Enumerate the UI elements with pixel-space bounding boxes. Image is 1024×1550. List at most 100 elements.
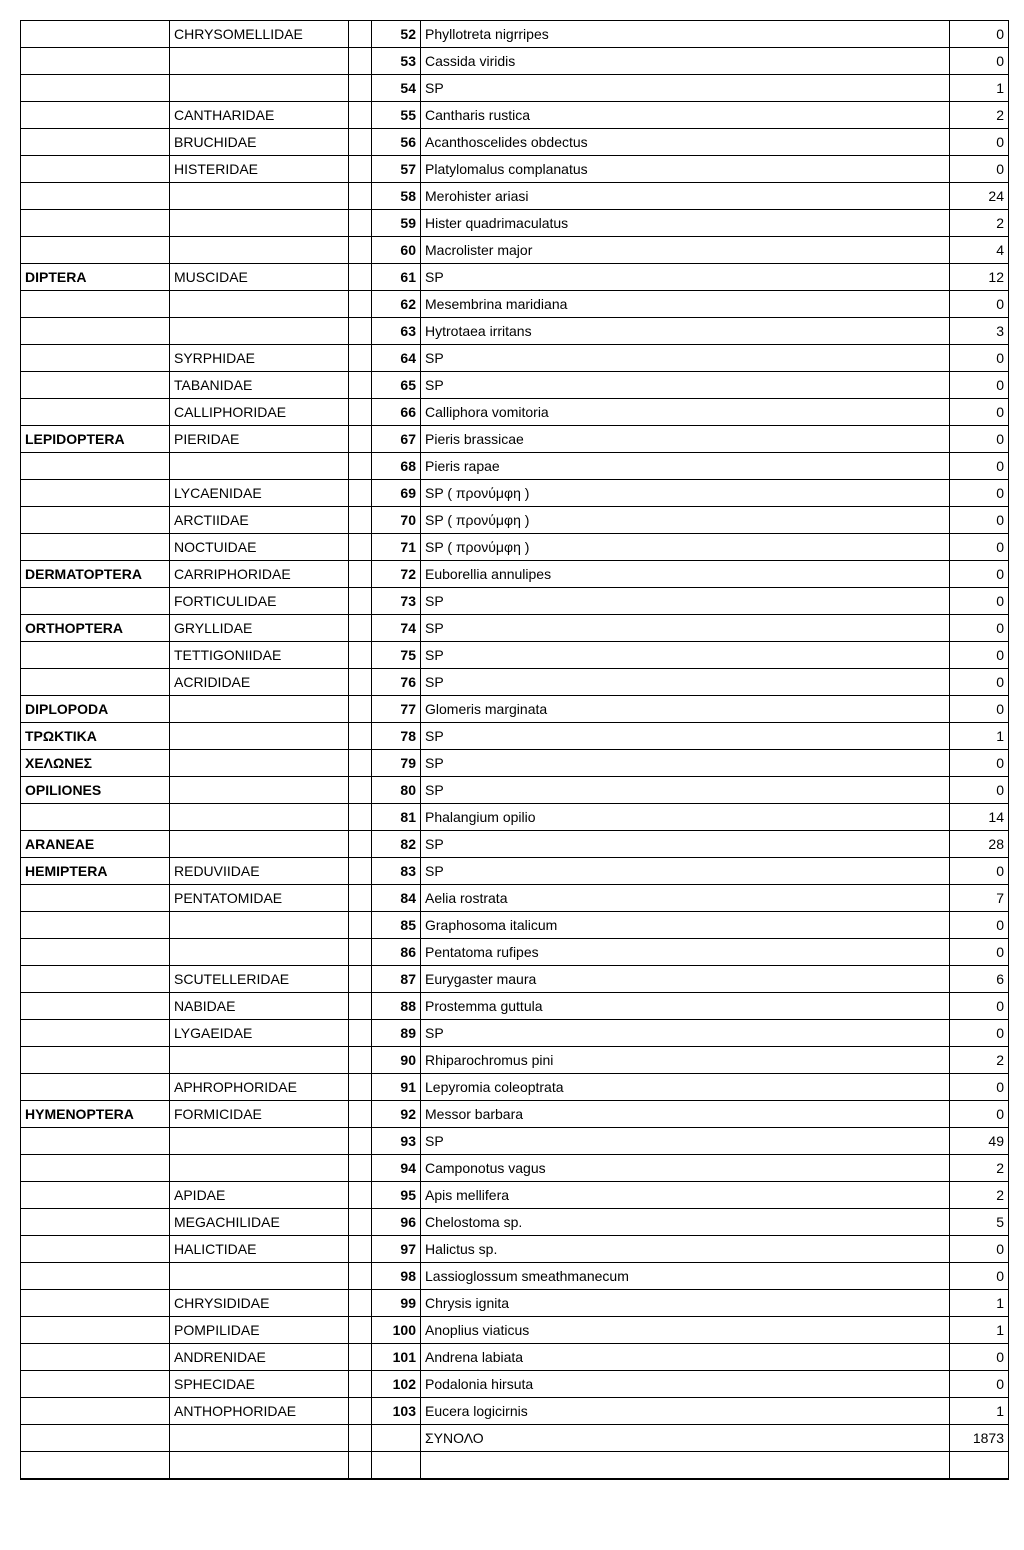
cell-species: Prostemma guttula <box>421 993 950 1020</box>
cell-family: GRYLLIDAE <box>170 615 349 642</box>
cell-family <box>170 723 349 750</box>
table-row: OPILIONES80SP0 <box>21 777 1009 804</box>
cell-count: 12 <box>950 264 1009 291</box>
cell-sep <box>349 1398 372 1425</box>
cell-order <box>21 642 170 669</box>
cell-count: 0 <box>950 48 1009 75</box>
cell-species: Cantharis rustica <box>421 102 950 129</box>
cell-order <box>21 21 170 48</box>
table-row: DIPTERAMUSCIDAE61SP12 <box>21 264 1009 291</box>
cell-species: Mesembrina maridiana <box>421 291 950 318</box>
table-row: PENTATOMIDAE84Aelia rostrata7 <box>21 885 1009 912</box>
cell-species: Graphosoma italicum <box>421 912 950 939</box>
cell-order <box>21 507 170 534</box>
cell-num: 78 <box>372 723 421 750</box>
cell-family <box>170 1425 349 1452</box>
cell-family: CHRYSIDIDAE <box>170 1290 349 1317</box>
cell-order <box>21 939 170 966</box>
cell-num: 57 <box>372 156 421 183</box>
cell-num: 71 <box>372 534 421 561</box>
cell-sep <box>349 696 372 723</box>
cell-species: SP <box>421 264 950 291</box>
cell-family <box>170 912 349 939</box>
cell-species: Pieris rapae <box>421 453 950 480</box>
cell-num: 96 <box>372 1209 421 1236</box>
cell-num: 52 <box>372 21 421 48</box>
cell-count: 2 <box>950 210 1009 237</box>
table-row: APHROPHORIDAE91Lepyromia coleoptrata0 <box>21 1074 1009 1101</box>
cell-num: 87 <box>372 966 421 993</box>
cell-sep <box>349 1344 372 1371</box>
table-row: ANTHOPHORIDAE103Eucera logicirnis1 <box>21 1398 1009 1425</box>
cell-num: 64 <box>372 345 421 372</box>
cell-species: Messor barbara <box>421 1101 950 1128</box>
cell-family <box>170 291 349 318</box>
cell-family: CALLIPHORIDAE <box>170 399 349 426</box>
cell-order <box>21 1128 170 1155</box>
cell-sep <box>349 1182 372 1209</box>
cell-family: FORMICIDAE <box>170 1101 349 1128</box>
cell-order: ΤΡΩΚΤΙΚΑ <box>21 723 170 750</box>
cell-sep <box>349 615 372 642</box>
table-row: 59Hister quadrimaculatus2 <box>21 210 1009 237</box>
cell-order <box>21 1398 170 1425</box>
cell-family: PENTATOMIDAE <box>170 885 349 912</box>
cell-sep <box>349 1155 372 1182</box>
cell-count: 5 <box>950 1209 1009 1236</box>
cell-order <box>21 1020 170 1047</box>
cell-num: 74 <box>372 615 421 642</box>
cell-sep <box>349 129 372 156</box>
cell-count: 0 <box>950 696 1009 723</box>
cell-sep <box>349 912 372 939</box>
table-row: ORTHOPTERAGRYLLIDAE74SP0 <box>21 615 1009 642</box>
cell-count: 0 <box>950 939 1009 966</box>
table-row: HEMIPTERAREDUVIIDAE83SP0 <box>21 858 1009 885</box>
cell-order: DIPLOPODA <box>21 696 170 723</box>
cell-family: POMPILIDAE <box>170 1317 349 1344</box>
cell-num: 90 <box>372 1047 421 1074</box>
cell-family <box>170 1128 349 1155</box>
cell-sep <box>349 1452 372 1480</box>
cell-family: BRUCHIDAE <box>170 129 349 156</box>
table-row: 90Rhiparochromus pini2 <box>21 1047 1009 1074</box>
table-row: 98Lassioglossum smeathmanecum0 <box>21 1263 1009 1290</box>
cell-sep <box>349 183 372 210</box>
cell-count: 7 <box>950 885 1009 912</box>
table-row: TABANIDAE65SP0 <box>21 372 1009 399</box>
cell-num: 55 <box>372 102 421 129</box>
cell-num: 68 <box>372 453 421 480</box>
cell-family <box>170 75 349 102</box>
cell-num: 98 <box>372 1263 421 1290</box>
cell-order: OPILIONES <box>21 777 170 804</box>
cell-family: CANTHARIDAE <box>170 102 349 129</box>
cell-species: Apis mellifera <box>421 1182 950 1209</box>
cell-family: TABANIDAE <box>170 372 349 399</box>
cell-num: 79 <box>372 750 421 777</box>
cell-family: TETTIGONIIDAE <box>170 642 349 669</box>
cell-family: PIERIDAE <box>170 426 349 453</box>
table-row: 60Macrolister major4 <box>21 237 1009 264</box>
cell-sep <box>349 1101 372 1128</box>
cell-num: 69 <box>372 480 421 507</box>
cell-order: ORTHOPTERA <box>21 615 170 642</box>
cell-num: 84 <box>372 885 421 912</box>
cell-species: Hister quadrimaculatus <box>421 210 950 237</box>
cell-sep <box>349 1047 372 1074</box>
cell-sep <box>349 642 372 669</box>
cell-num: 62 <box>372 291 421 318</box>
cell-count: 4 <box>950 237 1009 264</box>
cell-order <box>21 345 170 372</box>
cell-order <box>21 318 170 345</box>
cell-species: SP ( προνύμφη ) <box>421 507 950 534</box>
cell-family <box>170 804 349 831</box>
cell-sep <box>349 777 372 804</box>
cell-count: 1873 <box>950 1425 1009 1452</box>
cell-sep <box>349 1290 372 1317</box>
cell-num: 81 <box>372 804 421 831</box>
cell-count: 2 <box>950 102 1009 129</box>
cell-sep <box>349 21 372 48</box>
cell-order: DERMATOPTERA <box>21 561 170 588</box>
cell-family <box>170 696 349 723</box>
table-row: MEGACHILIDAE96Chelostoma sp.5 <box>21 1209 1009 1236</box>
cell-order <box>21 804 170 831</box>
